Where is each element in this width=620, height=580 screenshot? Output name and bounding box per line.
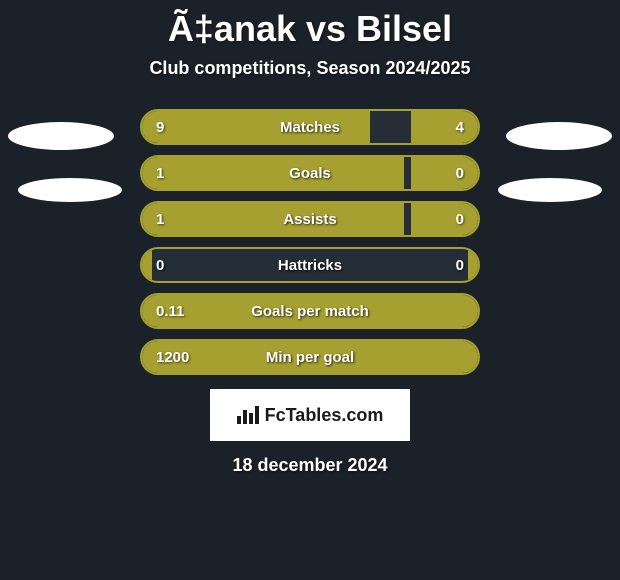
stat-value-left: 1 xyxy=(156,211,164,228)
decor-ellipse-top-left xyxy=(8,122,114,150)
footer-date: 18 december 2024 xyxy=(0,455,620,476)
stat-value-right: 0 xyxy=(456,257,464,274)
stat-bar-right xyxy=(411,157,478,189)
stat-row: 1200 Min per goal xyxy=(140,339,480,375)
decor-ellipse-bottom-left xyxy=(18,178,122,202)
stat-row: 0 Hattricks 0 xyxy=(140,247,480,283)
stat-value-left: 0 xyxy=(156,257,164,274)
stat-label: Goals xyxy=(289,165,331,182)
stat-value-left: 0.11 xyxy=(156,303,184,320)
stat-row: 1 Assists 0 xyxy=(140,201,480,237)
stat-value-right: 0 xyxy=(456,165,464,182)
stat-value-left: 9 xyxy=(156,119,164,136)
stat-label: Matches xyxy=(280,119,340,136)
stat-bar-left xyxy=(142,203,404,235)
brand-tag: FcTables.com xyxy=(210,389,410,441)
stat-bar-left xyxy=(142,157,404,189)
stats-area: 9 Matches 4 1 Goals 0 1 Assists 0 0 Hattricks 0 0.11… xyxy=(0,109,620,375)
stat-bar-right xyxy=(411,111,478,143)
decor-ellipse-top-right xyxy=(506,122,612,150)
decor-ellipse-bottom-right xyxy=(498,178,602,202)
page-subtitle: Club competitions, Season 2024/2025 xyxy=(0,58,620,79)
stat-bar-right xyxy=(468,249,478,281)
stat-value-left: 1 xyxy=(156,165,164,182)
stat-row: 9 Matches 4 xyxy=(140,109,480,145)
stat-value-right: 4 xyxy=(456,119,464,136)
stat-value-left: 1200 xyxy=(156,349,189,366)
stat-label: Min per goal xyxy=(266,349,354,366)
page-title: Ã‡anak vs Bilsel xyxy=(0,8,620,50)
brand-chart-icon xyxy=(237,406,259,424)
stat-bar-left xyxy=(142,249,152,281)
stat-row: 1 Goals 0 xyxy=(140,155,480,191)
stat-label: Hattricks xyxy=(278,257,342,274)
stat-label: Assists xyxy=(283,211,336,228)
stat-row: 0.11 Goals per match xyxy=(140,293,480,329)
stat-value-right: 0 xyxy=(456,211,464,228)
stat-bar-right xyxy=(411,203,478,235)
stat-label: Goals per match xyxy=(251,303,369,320)
brand-label: FcTables.com xyxy=(265,405,384,426)
